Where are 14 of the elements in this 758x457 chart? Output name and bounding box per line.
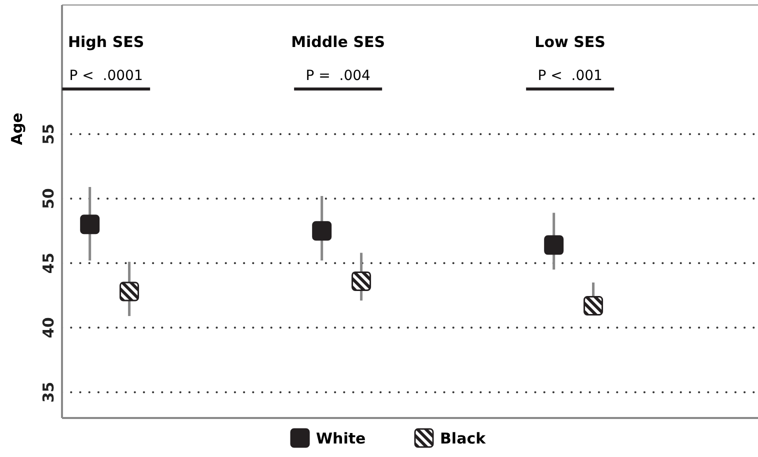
y-tick-label: 35 xyxy=(39,382,58,403)
y-tick-label: 55 xyxy=(39,124,58,144)
x-tick-label: Low SES xyxy=(534,33,606,51)
annotation: P = .004 xyxy=(306,68,371,84)
annotation: P < .0001 xyxy=(69,68,143,84)
legend-label: White xyxy=(316,429,366,448)
legend-label: Black xyxy=(440,429,487,448)
x-tick-label: High SES xyxy=(68,33,144,51)
y-axis-title: Age xyxy=(8,112,26,146)
annotation: P < .001 xyxy=(538,68,602,84)
y-tick-label: 50 xyxy=(39,188,58,210)
y-tick-label: 45 xyxy=(39,252,58,274)
x-tick-label: Middle SES xyxy=(291,33,386,51)
y-tick-label: 40 xyxy=(39,317,58,338)
